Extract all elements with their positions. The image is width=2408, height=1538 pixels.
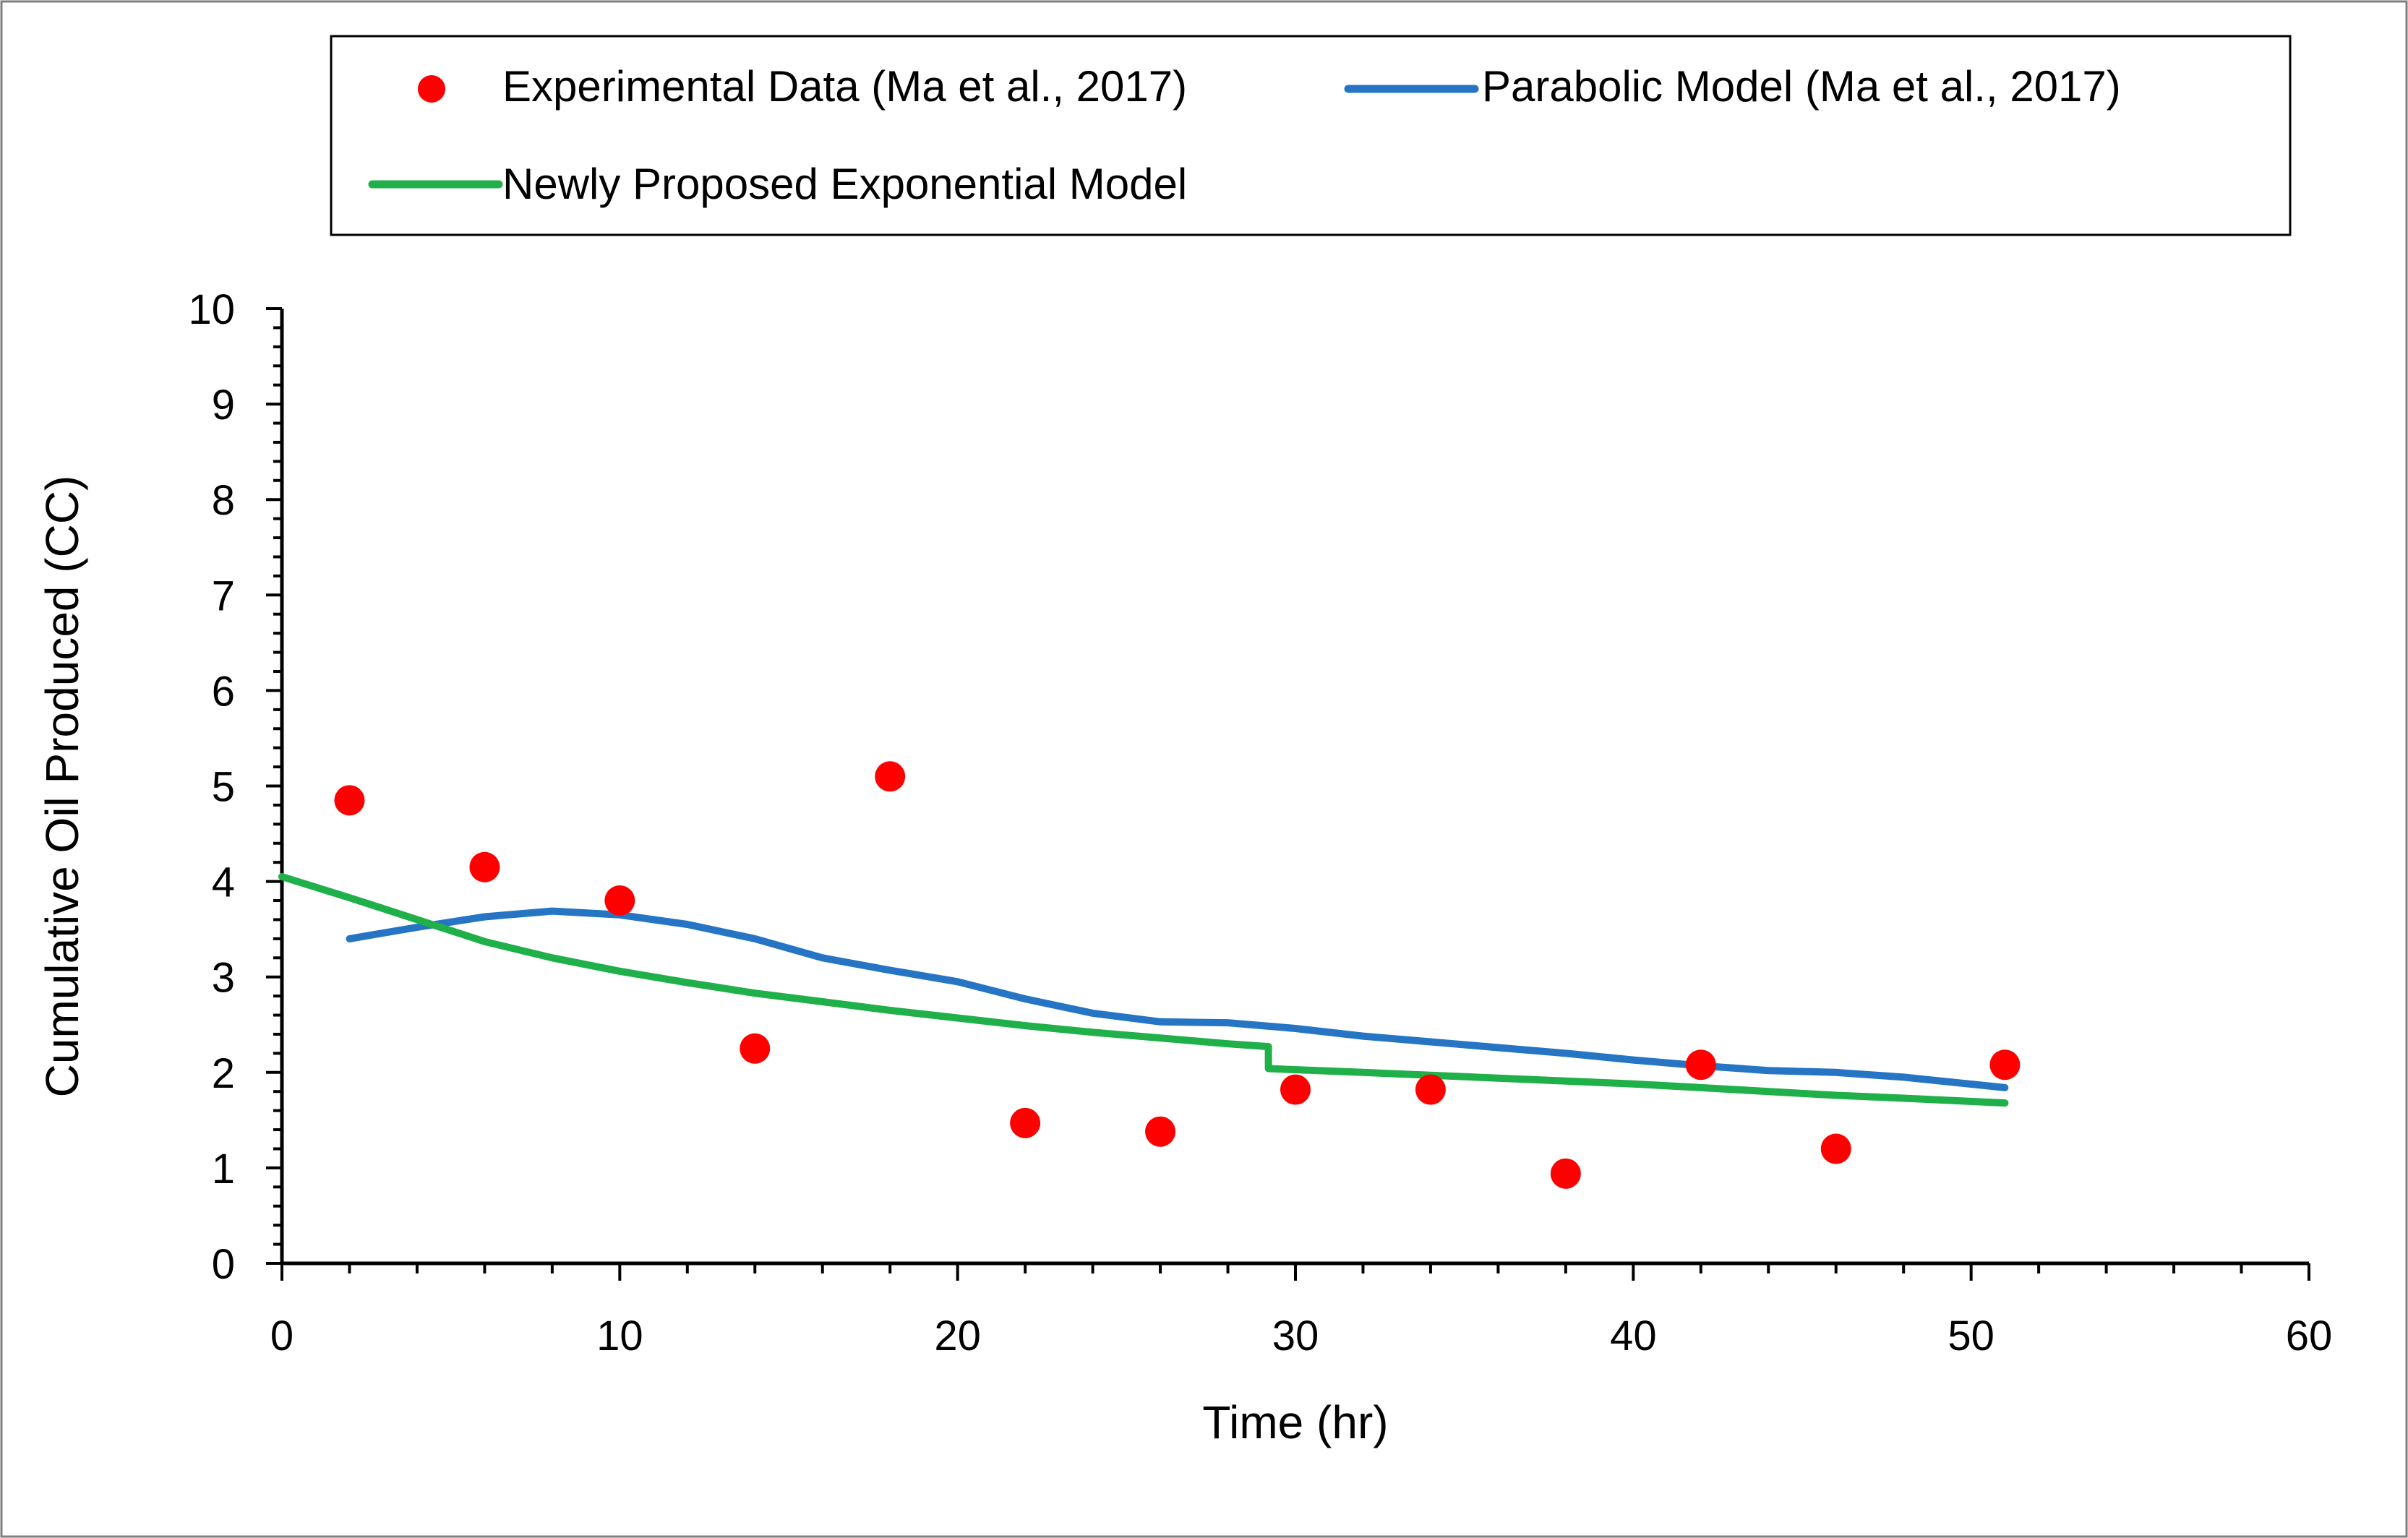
x-tick-label: 60 xyxy=(2286,1313,2333,1359)
y-axis-title: Cumulative Oil Produced (CC) xyxy=(36,476,88,1098)
legend-label-exponential: Newly Proposed Exponential Model xyxy=(502,160,1187,208)
x-tick-label: 40 xyxy=(1610,1313,1657,1359)
y-tick-label: 5 xyxy=(212,764,235,811)
data-point xyxy=(1550,1158,1581,1189)
y-tick-label: 1 xyxy=(212,1146,235,1193)
data-point xyxy=(1685,1049,1716,1081)
x-tick-label: 50 xyxy=(1948,1313,1994,1359)
data-point xyxy=(740,1033,771,1064)
legend-swatch-experimental xyxy=(418,75,445,103)
legend: Experimental Data (Ma et al., 2017) Para… xyxy=(330,35,2292,236)
x-tick-label: 0 xyxy=(270,1313,293,1359)
y-tick-label: 7 xyxy=(212,572,235,619)
y-tick-label: 10 xyxy=(188,286,235,333)
y-tick-label: 6 xyxy=(212,668,235,715)
y-axis-ticks: 0 1 2 3 4 5 6 7 8 9 10 xyxy=(188,286,282,1288)
data-point xyxy=(1145,1116,1176,1147)
plot-area xyxy=(278,761,2021,1189)
legend-box xyxy=(330,35,2292,236)
y-tick-label: 2 xyxy=(212,1050,235,1097)
data-point xyxy=(1415,1074,1446,1105)
data-point xyxy=(875,761,906,792)
y-tick-label: 8 xyxy=(212,477,235,524)
y-tick-label: 9 xyxy=(212,382,235,429)
data-point xyxy=(1280,1074,1311,1105)
data-point xyxy=(1820,1133,1851,1164)
series-line-2 xyxy=(278,873,2009,1107)
legend-label-parabolic: Parabolic Model (Ma et al., 2017) xyxy=(1482,62,2121,111)
data-point xyxy=(604,885,635,916)
data-point xyxy=(469,851,500,882)
data-point xyxy=(334,785,365,816)
x-tick-label: 20 xyxy=(934,1313,981,1359)
x-tick-label: 30 xyxy=(1272,1313,1319,1359)
data-point xyxy=(1989,1049,2021,1081)
y-tick-label: 0 xyxy=(212,1241,235,1288)
legend-label-experimental: Experimental Data (Ma et al., 2017) xyxy=(502,62,1187,111)
data-point xyxy=(1010,1107,1041,1138)
y-tick-label: 3 xyxy=(212,955,235,1002)
y-tick-label: 4 xyxy=(212,859,235,906)
x-tick-label: 10 xyxy=(596,1313,643,1359)
x-axis-title: Time (hr) xyxy=(1202,1396,1388,1448)
x-axis-ticks: 0 10 20 30 40 50 60 xyxy=(270,1263,2332,1359)
